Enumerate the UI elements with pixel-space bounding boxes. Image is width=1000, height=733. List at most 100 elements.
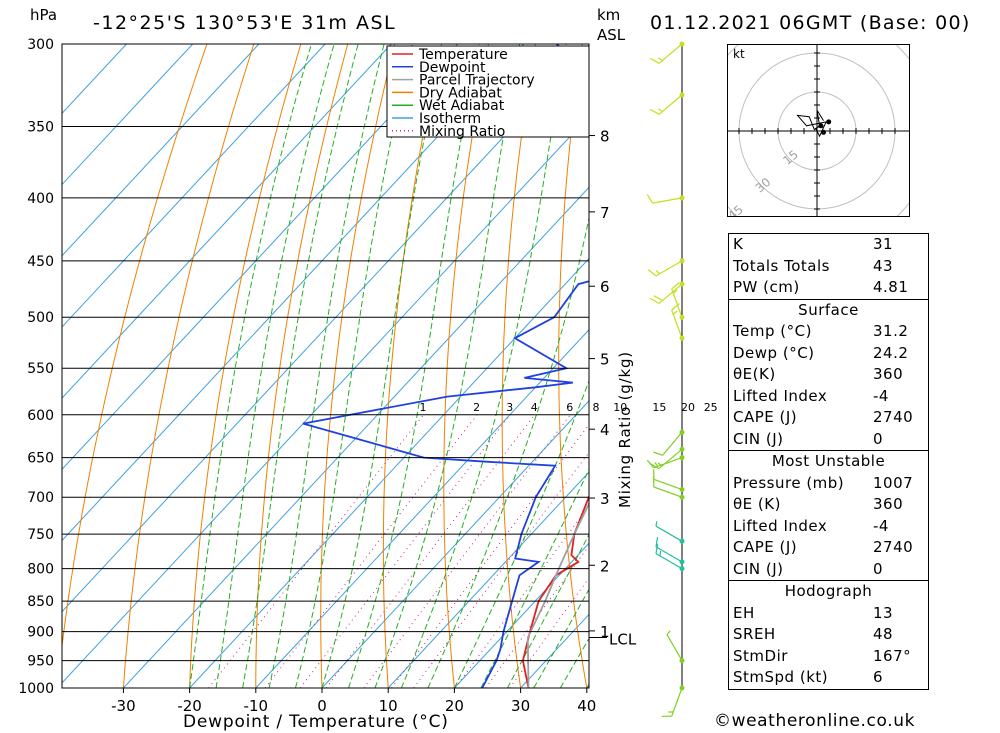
wind-barb-staff [671, 687, 683, 717]
surface-row-li: Lifted Index -4 [733, 386, 889, 405]
isotherm-line [62, 44, 326, 328]
lcl-label: LCL [609, 631, 637, 649]
wind-barb-feather [650, 108, 660, 115]
wind-barb-staff [653, 478, 683, 491]
wind-barb-feather [671, 282, 680, 290]
surface-title: Surface [729, 298, 928, 322]
dry-adiabat-line [958, 44, 1000, 688]
x-axis-label: Dewpoint / Temperature (°C) [183, 712, 449, 732]
wind-barb-feather [650, 57, 660, 64]
x-tick-label: 20 [445, 697, 464, 715]
pressure-tick-label: 350 [27, 119, 54, 135]
pressure-unit-label: hPa [30, 6, 57, 24]
mixing-ratio-label: 3 [506, 401, 513, 414]
wet-adiabat-line [295, 44, 413, 688]
most-unstable-title: Most Unstable [729, 450, 928, 473]
mixing-ratio-line [485, 544, 589, 688]
mixing-ratio-line [413, 451, 589, 688]
hodo-row-stmspd: StmSpd (kt) 6 [733, 668, 884, 686]
mixing-ratio-line [325, 414, 536, 688]
wind-barb-feather [671, 303, 680, 311]
mu-row-thetae: θE (K) 360 [733, 495, 904, 513]
x-tick-label: -30 [111, 697, 136, 715]
pressure-tick-label: 300 [27, 37, 54, 53]
isotherm-line [62, 44, 260, 257]
wind-barb-feather [657, 57, 663, 61]
mixing-ratio-label: 10 [613, 401, 627, 414]
dry-adiabat-line [501, 44, 536, 688]
hodo-row-eh: EH 13 [733, 603, 894, 622]
pressure-tick-label: 550 [27, 361, 54, 377]
wind-barb-feather [655, 536, 659, 547]
credit-link[interactable]: ©weatheronline.co.uk [714, 711, 916, 731]
asl-unit-label: ASL [597, 26, 626, 44]
surface-row-cape: CAPE (J) 2740 [733, 408, 914, 426]
axes: 1 2 3 4 6 8 10 15 20 2530035040045050055060065070… [18, 37, 717, 715]
pressure-tick-label: 850 [27, 594, 54, 610]
wind-barb-staff [666, 634, 683, 661]
km-tick-label: 5 [600, 351, 610, 369]
km-tick-label: 3 [600, 490, 610, 508]
wind-barb-feather [646, 194, 654, 204]
pressure-tick-label: 950 [27, 654, 54, 670]
series-line-dewpoint [302, 44, 589, 688]
wind-barb-staff [658, 283, 683, 304]
isotherm-line [189, 257, 589, 688]
mixing-ratio-line [454, 504, 589, 688]
isotherm-line [62, 44, 392, 399]
index-row-k: K 31 [733, 235, 894, 253]
wet-adiabat-line [321, 44, 445, 688]
surface-row-cin: CIN (J) 0 [733, 429, 884, 448]
hodograph-unit: kt [733, 47, 745, 61]
pressure-tick-label: 800 [27, 562, 54, 578]
mixing-ratio-line [208, 414, 424, 688]
legend-label: Isotherm [419, 111, 481, 127]
pressure-tick-label: 500 [27, 310, 54, 326]
series-line-temperature [521, 494, 589, 688]
isotherm-line [255, 328, 589, 688]
wet-adiabat-line [480, 467, 589, 688]
hodograph-ring-label: 45 [728, 202, 746, 216]
index-row-pw: PW (cm) 4.81 [733, 278, 909, 296]
mixing-ratio-label: 4 [531, 401, 538, 414]
hodo-row-sreh: SREH 48 [733, 625, 894, 643]
hodograph-point [826, 119, 832, 125]
pressure-tick-label: 450 [27, 254, 54, 270]
x-tick-label: -10 [244, 697, 269, 715]
wet-adiabat-line [268, 44, 385, 688]
wet-adiabat-line [506, 533, 589, 688]
wind-barb-feather [654, 462, 659, 467]
wind-barb-staff [653, 457, 683, 469]
mu-row-li: Lifted Index -4 [733, 516, 889, 535]
mu-row-pressure: Pressure (mb) 1007 [733, 473, 914, 492]
legend-label: Temperature [418, 47, 508, 63]
wind-barb-feather [650, 463, 660, 470]
wind-barb-staff [658, 94, 683, 115]
wind-barb-feather [655, 270, 661, 275]
wind-barb-feather [653, 451, 663, 456]
pressure-tick-label: 750 [27, 527, 54, 543]
wind-barb-feather [659, 550, 662, 556]
isotherm-line [62, 44, 194, 186]
x-tick-label: 40 [577, 697, 596, 715]
wet-adiabat-line [400, 44, 567, 688]
wind-barb-staff [655, 525, 683, 542]
wet-adiabat-line [533, 588, 589, 688]
x-tick-label: -20 [177, 697, 202, 715]
wind-barb-feather [672, 289, 678, 294]
wind-barb-feather [655, 521, 658, 527]
wind-barb-feather [653, 295, 663, 302]
wind-barb-staff [655, 553, 683, 570]
isotherm-line [62, 44, 589, 613]
wind-barb-staff [652, 197, 683, 204]
mixing-ratio-label: 15 [652, 401, 666, 414]
wind-barb-staff [662, 431, 683, 456]
hodo-row-stmdir: StmDir 167° [733, 646, 912, 665]
x-tick-label: 30 [511, 697, 530, 715]
isotherm-line [62, 115, 589, 684]
surface-row-thetae: θE(K) 360 [733, 365, 904, 383]
wind-barb-feather [672, 310, 678, 315]
dry-adiabat-line [122, 44, 255, 688]
wet-adiabat-line [427, 215, 589, 688]
